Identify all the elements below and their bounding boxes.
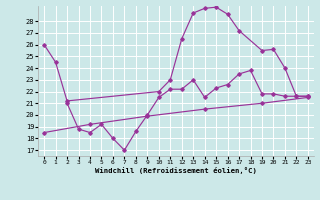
X-axis label: Windchill (Refroidissement éolien,°C): Windchill (Refroidissement éolien,°C)	[95, 167, 257, 174]
